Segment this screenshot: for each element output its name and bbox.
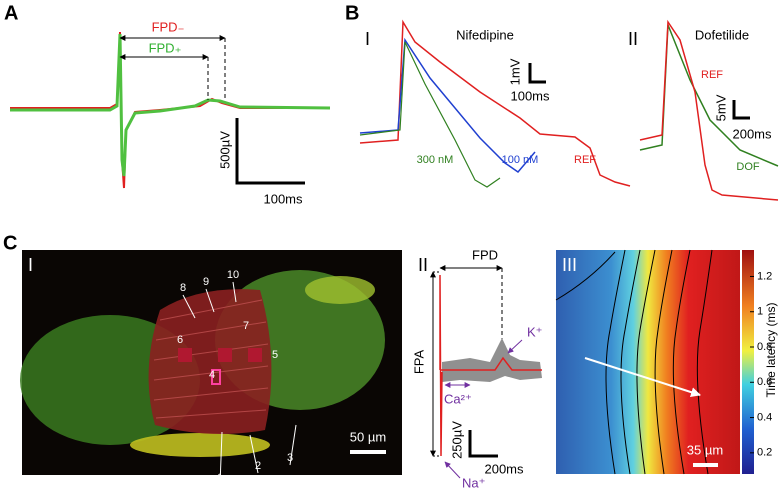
trace-label: REF bbox=[574, 154, 596, 166]
electrode-label: 6 bbox=[177, 334, 183, 346]
trace-ref bbox=[639, 19, 779, 201]
electrode-highlight bbox=[211, 369, 221, 385]
colorbar-tick-label: 0.8 bbox=[757, 341, 772, 353]
trace-label: 300 nM bbox=[417, 154, 454, 166]
trace-dof bbox=[639, 24, 779, 167]
cells bbox=[305, 276, 375, 304]
colorbar-tick-label: 0.4 bbox=[757, 411, 772, 423]
trace-label: REF bbox=[701, 69, 723, 81]
fpd-minus: FPD₋ bbox=[152, 19, 185, 34]
electrode-labels: 1 2 3 4 5 6 7 8 9 10 bbox=[177, 269, 297, 486]
part-label: II bbox=[418, 255, 428, 275]
part-label: III bbox=[562, 255, 577, 275]
scale-label: 50 µm bbox=[350, 429, 386, 444]
electrode-label: 10 bbox=[227, 269, 239, 281]
trace-spike bbox=[439, 274, 443, 457]
electrode-label: 7 bbox=[243, 320, 249, 332]
trace-label: DOF bbox=[736, 161, 760, 173]
panel-c: C I 1 2 3 4 5 6 7 8 9 10 50 µm II FPD FPA K⁺ Ca²⁺… bbox=[3, 232, 778, 490]
electrode bbox=[248, 348, 262, 362]
trace-300 bbox=[359, 41, 501, 188]
ion-label: Na⁺ bbox=[462, 475, 485, 490]
scale-label: 1mV bbox=[507, 58, 522, 85]
cells bbox=[130, 433, 270, 457]
electrode-label: 9 bbox=[203, 276, 209, 288]
scale-label: 100ms bbox=[510, 88, 550, 103]
fpa-label: FPA bbox=[411, 350, 426, 375]
panel-label: C bbox=[3, 232, 17, 254]
colorbar-tick-label: 1 bbox=[757, 306, 763, 318]
panel-a: A FPD₋ FPD₊ 500µV 100ms bbox=[4, 2, 331, 206]
colorbar-ticks: 0.2 0.4 0.6 0.8 1 1.2 bbox=[750, 270, 772, 459]
part-title: Dofetilide bbox=[695, 27, 749, 42]
trace-overlay bbox=[442, 338, 542, 382]
leader-line bbox=[219, 431, 223, 486]
electrode bbox=[218, 348, 232, 362]
electrode-label: 4 bbox=[209, 369, 215, 381]
scale-label: 500µV bbox=[217, 131, 232, 169]
trace-100 bbox=[359, 37, 536, 174]
scale-label: 5mV bbox=[713, 94, 728, 121]
ion-label: K⁺ bbox=[527, 324, 543, 339]
scale-label: 200ms bbox=[732, 126, 772, 141]
colorbar-tick-label: 0.6 bbox=[757, 376, 772, 388]
contours bbox=[555, 249, 713, 475]
panel-label: B bbox=[345, 2, 359, 24]
electrode-label: 1 bbox=[217, 472, 223, 484]
scale-label: 35 µm bbox=[687, 442, 723, 457]
colorbar-tick-label: 0.2 bbox=[757, 447, 772, 459]
scale-label: 200ms bbox=[484, 461, 524, 476]
ion-label: Ca²⁺ bbox=[444, 391, 472, 406]
electrode-label: 5 bbox=[272, 349, 278, 361]
electrode-label: 3 bbox=[287, 452, 293, 464]
electrode-label: 8 bbox=[180, 282, 186, 294]
panel-b: B I Nifedipine 300 nM 100 nM REF 1mV 100… bbox=[345, 2, 779, 201]
trace-ref bbox=[359, 19, 631, 187]
part-title: Nifedipine bbox=[456, 27, 514, 42]
part-label: I bbox=[365, 29, 370, 49]
scale-bar bbox=[235, 118, 305, 185]
electrode bbox=[178, 348, 192, 362]
electrode-label: 2 bbox=[255, 460, 261, 472]
colorbar bbox=[742, 250, 754, 474]
part-label: II bbox=[628, 29, 638, 49]
propagation-arrow bbox=[584, 357, 701, 398]
part-label: I bbox=[28, 255, 33, 275]
na-arrow bbox=[444, 461, 461, 479]
trace-mean bbox=[440, 356, 542, 371]
colorbar-tick-label: 1.2 bbox=[757, 270, 772, 282]
leader-line bbox=[249, 434, 259, 474]
k-arrow bbox=[507, 339, 523, 354]
fpd-plus: FPD₊ bbox=[149, 40, 182, 55]
trace-label: 100 nM bbox=[502, 154, 539, 166]
leader-line bbox=[182, 294, 196, 319]
leader-line bbox=[205, 288, 215, 313]
panel-label: A bbox=[4, 2, 18, 24]
colorbar-label: Time latency (ms) bbox=[764, 303, 778, 398]
scale-label: 250µV bbox=[449, 421, 464, 459]
fpd-label: FPD bbox=[472, 247, 498, 262]
leader-line bbox=[232, 281, 237, 303]
scale-bar bbox=[528, 63, 546, 84]
scale-label: 100ms bbox=[263, 191, 303, 206]
scale-bar bbox=[732, 100, 750, 120]
trace bbox=[10, 33, 331, 177]
scale-bar bbox=[468, 430, 498, 458]
leader-line bbox=[289, 424, 297, 466]
